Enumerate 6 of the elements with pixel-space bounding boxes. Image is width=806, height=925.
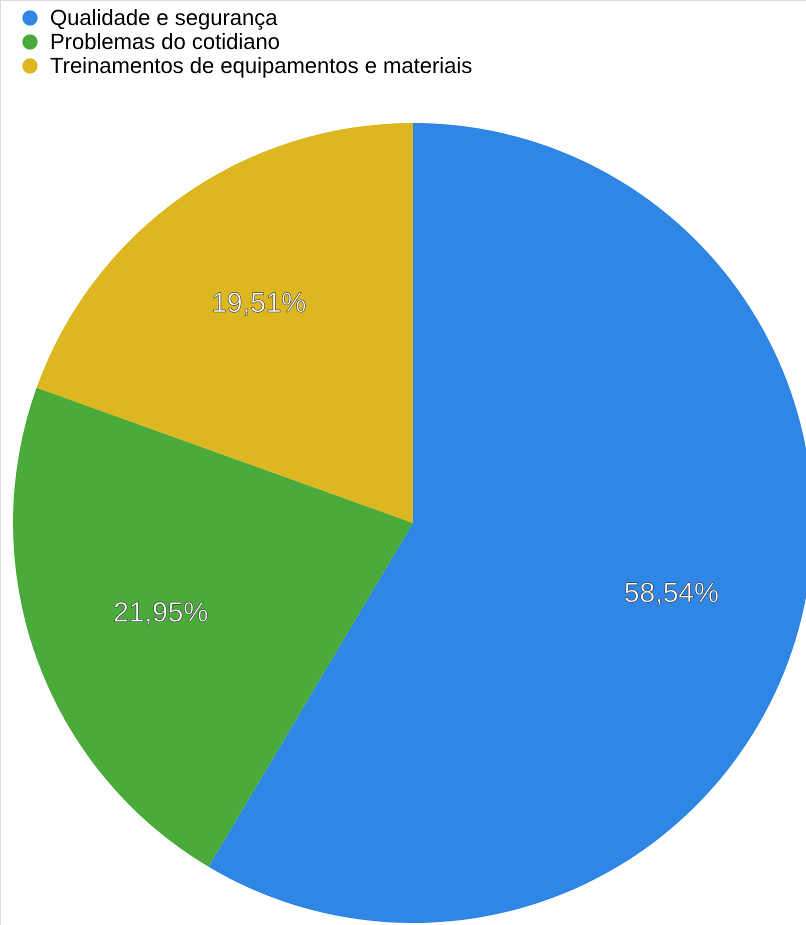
- data-label: 58,54%: [624, 577, 719, 608]
- legend-label: Qualidade e segurança: [50, 5, 278, 30]
- data-label: 21,95%: [113, 596, 208, 628]
- legend-label: Treinamentos de equipamentos e materiais: [50, 53, 472, 78]
- data-label: 19,51%: [211, 286, 306, 318]
- legend-label: Problemas do cotidiano: [50, 29, 280, 54]
